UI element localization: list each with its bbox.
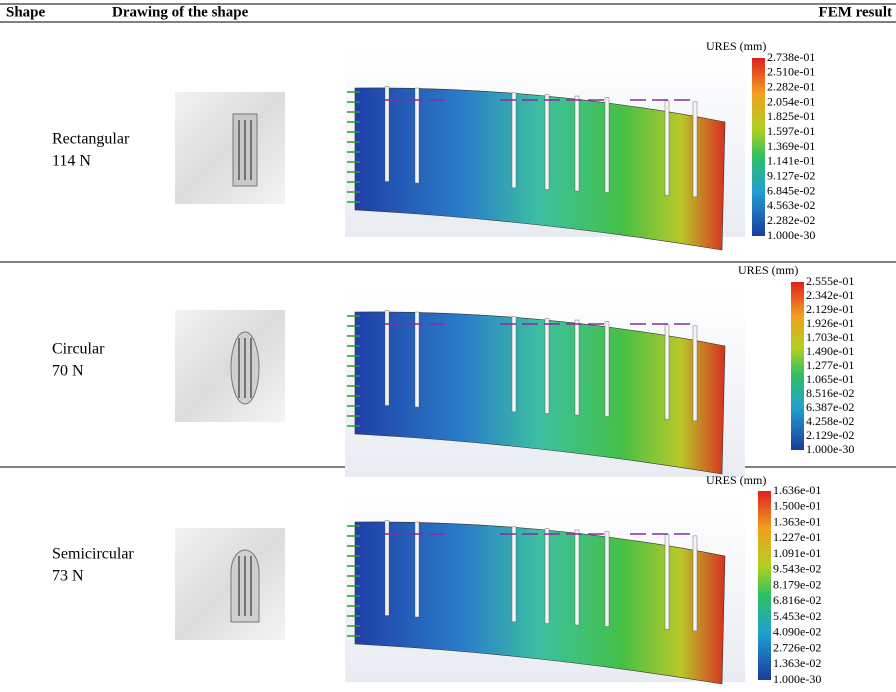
colorbar [791,282,804,450]
beam-slot [512,317,516,412]
colorbar-label: 1.000e-30 [806,442,854,456]
colorbar-label: 5.453e-02 [773,609,821,623]
legend-title: URES (mm) [738,263,798,277]
beam-slot [575,530,579,625]
colorbar-label: 1.141e-01 [767,154,815,168]
colorbar-label: 2.726e-02 [773,640,821,654]
beam-slot [693,326,697,421]
colorbar-label: 2.129e-02 [806,428,854,442]
header-drawing: Drawing of the shape [112,4,249,20]
header-shape: Shape [6,4,46,20]
colorbar-label: 1.091e-01 [773,546,821,560]
colorbar-label: 1.703e-01 [806,330,854,344]
colorbar-label: 4.090e-02 [773,625,821,639]
colorbar-label: 1.000e-30 [767,228,815,242]
beam-slot [415,522,419,617]
beam-slot [665,101,669,196]
header-result: FEM result [819,4,892,20]
colorbar-label: 1.277e-01 [806,358,854,372]
beam-slot [545,319,549,414]
beam-slot [693,536,697,631]
colorbar-label: 9.543e-02 [773,562,821,576]
colorbar-label: 4.563e-02 [767,198,815,212]
colorbar-label: 6.845e-02 [767,183,815,197]
shape-name: Circular [52,341,105,358]
colorbar-label: 1.500e-01 [773,499,821,513]
beam-slot [415,312,419,407]
shape-name: Semicircular [52,546,134,563]
beam-slot [575,96,579,191]
drawing-bg [175,310,285,422]
colorbar-label: 2.129e-01 [806,302,854,316]
colorbar-label: 1.597e-01 [767,124,815,138]
colorbar-label: 6.387e-02 [806,400,854,414]
colorbar-label: 2.054e-01 [767,94,815,108]
colorbar-label: 1.363e-02 [773,656,821,670]
page: Shape Drawing of the shape FEM result Re… [0,0,896,692]
drawing-bg [175,528,285,640]
colorbar-label: 2.738e-01 [767,50,815,64]
beam-slot [512,527,516,622]
colorbar-label: 8.179e-02 [773,577,821,591]
beam-slot [575,320,579,415]
colorbar-label: 1.490e-01 [806,344,854,358]
colorbar-label: 1.926e-01 [806,316,854,330]
legend-title: URES (mm) [706,473,766,487]
colorbar-label: 9.127e-02 [767,168,815,182]
beam-slot [415,88,419,183]
legend-title: URES (mm) [706,39,766,53]
drawing-bg [175,92,285,204]
shape-force: 70 N [52,363,84,380]
beam-slot [545,529,549,624]
beam-slot [665,535,669,630]
beam-slot [545,95,549,190]
colorbar [758,491,771,680]
shape-force: 73 N [52,568,84,585]
colorbar-label: 2.282e-01 [767,79,815,93]
beam-slot [605,322,609,417]
beam-slot [665,325,669,420]
colorbar-label: 1.369e-01 [767,139,815,153]
colorbar-label: 1.363e-01 [773,514,821,528]
beam-slot [605,98,609,193]
colorbar-label: 1.636e-01 [773,483,821,497]
colorbar [752,58,765,236]
colorbar-label: 2.282e-02 [767,213,815,227]
colorbar-label: 1.000e-30 [773,672,821,686]
shape-force: 114 N [52,153,91,170]
colorbar-label: 2.342e-01 [806,288,854,302]
beam-slot [605,532,609,627]
colorbar-label: 1.065e-01 [806,372,854,386]
colorbar-label: 8.516e-02 [806,386,854,400]
colorbar-label: 1.825e-01 [767,109,815,123]
colorbar-label: 1.227e-01 [773,530,821,544]
colorbar-label: 2.510e-01 [767,65,815,79]
colorbar-label: 6.816e-02 [773,593,821,607]
colorbar-label: 2.555e-01 [806,274,854,288]
beam-slot [512,93,516,188]
beam-slot [693,102,697,197]
shape-name: Rectangular [52,131,130,148]
colorbar-label: 4.258e-02 [806,414,854,428]
